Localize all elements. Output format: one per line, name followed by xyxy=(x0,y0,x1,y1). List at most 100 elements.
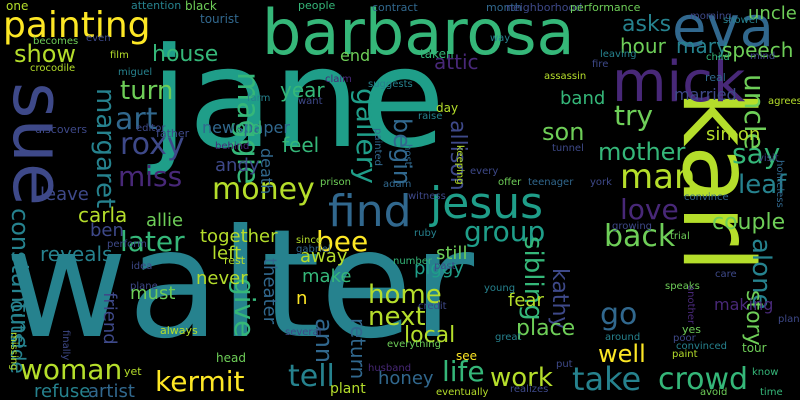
word-crowd: crowd xyxy=(658,362,749,397)
word-speech: speech xyxy=(722,38,794,62)
word-making: making xyxy=(714,295,774,314)
word-karl: karl xyxy=(660,90,774,273)
word-ruby: ruby xyxy=(414,228,437,239)
word-well: well xyxy=(598,340,646,368)
word-plane: plane xyxy=(130,281,158,292)
word-local: local xyxy=(404,323,456,348)
word-simon: simon xyxy=(706,124,761,145)
word-theater: theater xyxy=(259,258,280,325)
word-year: year xyxy=(280,78,325,102)
word-try: try xyxy=(614,99,654,132)
word-neighborhood: neighborhood xyxy=(506,1,583,14)
word-real: real xyxy=(705,71,726,84)
word-away: away xyxy=(300,246,348,267)
word-past: past xyxy=(434,261,456,272)
word-head: head xyxy=(216,351,246,365)
word-jane: jane xyxy=(150,18,446,179)
word-performance: performance xyxy=(570,1,641,14)
word-shower: shower xyxy=(723,15,760,26)
word-discovers: discovers xyxy=(35,123,88,136)
word-alone: alone xyxy=(746,238,776,310)
word-one: one xyxy=(6,0,29,13)
word-say: say xyxy=(732,137,781,170)
word-trial: trial xyxy=(670,231,690,242)
word-maggie: maggie xyxy=(230,72,265,185)
word-perform: perform xyxy=(107,239,147,250)
word-place: place xyxy=(516,316,576,341)
word-bee: bee xyxy=(316,225,369,258)
word-show: show xyxy=(14,40,77,68)
word-sibling: sibling xyxy=(518,236,548,321)
word-barbarosa: barbarosa xyxy=(262,0,575,69)
word-taken: taken xyxy=(420,47,454,61)
word-tour: tour xyxy=(742,341,767,355)
word-leaf: leaf xyxy=(738,170,787,200)
word-next: next xyxy=(368,302,426,332)
word-attention: attention xyxy=(131,0,182,12)
word-uncle: uncle xyxy=(748,3,797,24)
word-return: return xyxy=(346,318,370,380)
word-great: great xyxy=(495,332,522,343)
word-end: end xyxy=(340,46,371,65)
word-husband: husband xyxy=(368,363,412,374)
word-old: old xyxy=(235,118,263,139)
word-couple: couple xyxy=(712,210,786,235)
word-newspaper: newspaper xyxy=(202,118,290,137)
word-even: even xyxy=(86,33,111,44)
word-home: home xyxy=(368,280,442,310)
word-mother: mother xyxy=(598,138,686,166)
word-money: money xyxy=(212,172,315,207)
word-work: work xyxy=(490,363,553,393)
word-keeping: keeping xyxy=(454,145,465,185)
word-always: always xyxy=(160,324,198,337)
word-story: story xyxy=(741,290,766,346)
word-prison: prison xyxy=(320,177,351,188)
word-tunnel: tunnel xyxy=(552,143,584,154)
word-claim: claim xyxy=(325,74,352,85)
word-go: go xyxy=(600,297,638,332)
word-people: people xyxy=(298,0,336,12)
word-carla: carla xyxy=(78,203,128,227)
word-offer: offer xyxy=(498,177,522,188)
word-begin: begin xyxy=(388,118,416,186)
word-fear: fear xyxy=(508,290,544,311)
word-rest: rest xyxy=(224,254,246,267)
word-farm: farm xyxy=(247,93,271,104)
word-still: still xyxy=(436,243,468,264)
word-host: host xyxy=(402,144,413,166)
word-child: child xyxy=(706,52,730,63)
word-allison: allison xyxy=(445,120,470,191)
word-leaving: leaving xyxy=(600,49,637,60)
word-uncle: uncle xyxy=(738,74,771,150)
word-adam: adam xyxy=(383,179,412,190)
word-see: see xyxy=(456,349,478,363)
word-tourist: tourist xyxy=(200,12,239,26)
word-behind: behind xyxy=(215,141,250,152)
word-ben: ben xyxy=(90,220,124,241)
word-time: time xyxy=(760,387,783,398)
word-love: love xyxy=(620,193,679,226)
word-roxy: roxy xyxy=(120,127,185,162)
word-give: give xyxy=(228,278,261,338)
word-avoid: avoid xyxy=(700,387,728,398)
word-york: york xyxy=(590,177,612,188)
word-around: around xyxy=(605,332,641,343)
word-gabriel: gabriel xyxy=(296,244,331,255)
word-life: life xyxy=(442,355,485,388)
word-back: back xyxy=(604,219,676,254)
word-poor: poor xyxy=(673,333,696,344)
word-feel: feel xyxy=(282,133,320,157)
word-several: several xyxy=(285,327,322,338)
word-allie: allie xyxy=(146,210,184,231)
word-friend: friend xyxy=(99,292,120,345)
word-convinced: convinced xyxy=(676,341,727,352)
word-day: day xyxy=(436,101,459,115)
word-film: film xyxy=(110,50,129,61)
word-kathy: kathy xyxy=(547,268,572,330)
word-suggests: suggests xyxy=(368,79,413,90)
word-young: young xyxy=(484,283,516,294)
word-death: death xyxy=(257,148,276,195)
word-teenager: teenager xyxy=(528,177,574,188)
word-becomes: becomes xyxy=(33,36,79,47)
